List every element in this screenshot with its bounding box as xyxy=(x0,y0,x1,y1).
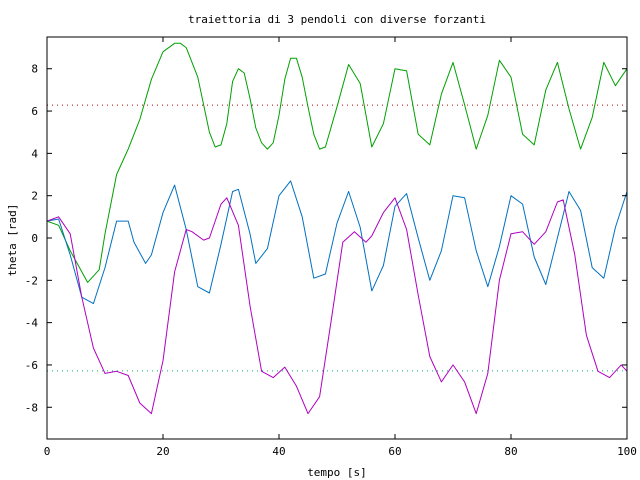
x-tick-label-100: 100 xyxy=(617,445,637,458)
y-tick-label--8: -8 xyxy=(25,401,38,414)
y-tick-label-6: 6 xyxy=(31,105,38,118)
x-tick-label-60: 60 xyxy=(388,445,401,458)
y-tick-label-4: 4 xyxy=(31,147,38,160)
y-tick-label-2: 2 xyxy=(31,190,38,203)
y-tick-label--4: -4 xyxy=(25,317,39,330)
y-axis-label: theta [rad] xyxy=(6,204,19,277)
x-tick-label-80: 80 xyxy=(504,445,517,458)
x-axis-label: tempo [s] xyxy=(307,466,367,479)
x-tick-label-40: 40 xyxy=(272,445,285,458)
x-tick-label-20: 20 xyxy=(156,445,169,458)
x-tick-label-0: 0 xyxy=(44,445,51,458)
series-line-2 xyxy=(46,197,628,415)
y-tick-label-0: 0 xyxy=(31,232,38,245)
y-tick-label--6: -6 xyxy=(25,359,38,372)
y-tick-label--2: -2 xyxy=(25,274,38,287)
series-line-1 xyxy=(46,180,628,305)
y-tick-label-8: 8 xyxy=(31,63,38,76)
plot-area: 0 20 40 60 80 100 -8 -6 -4 -2 0 2 4 6 8 xyxy=(25,36,637,458)
chart-title: traiettoria di 3 pendoli con diverse for… xyxy=(188,13,486,26)
series-line-0 xyxy=(46,42,628,283)
